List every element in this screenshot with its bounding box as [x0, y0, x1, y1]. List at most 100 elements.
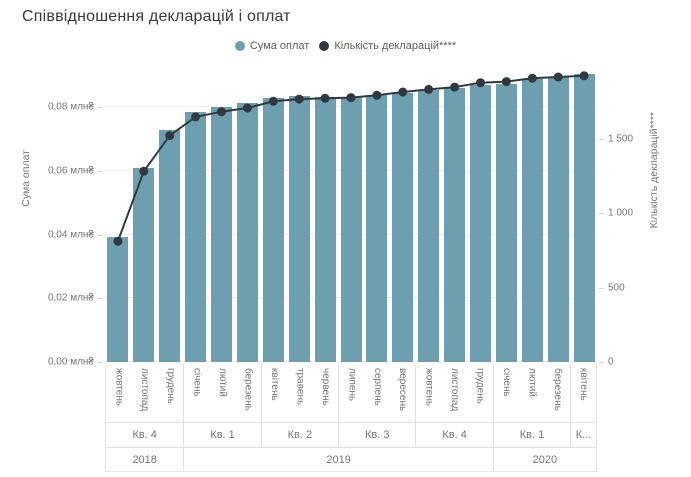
legend: Сума оплат Кількість декларацій**** [0, 40, 691, 52]
year-axis: 2018 2019 2020 [105, 447, 597, 472]
line-point-вересень[interactable] [398, 87, 408, 97]
month-label: листопад [449, 368, 461, 412]
bar-листопад[interactable] [133, 168, 155, 362]
right-axis-tick [599, 362, 604, 363]
legend-item-declarations[interactable]: Кількість декларацій**** [319, 40, 456, 52]
quarter-label: Кв. 1 [519, 429, 545, 441]
legend-item-payments[interactable]: Сума оплат [234, 40, 309, 52]
month-label: листопад [139, 368, 151, 412]
month-axis: жовтень листопад грудень січень лютий березен… [105, 364, 597, 422]
line-series [113, 71, 589, 246]
bar-грудень[interactable] [159, 129, 181, 362]
bar-грудень[interactable] [469, 84, 491, 362]
left-axis-title: Сума оплат [20, 150, 32, 207]
line-point-грудень[interactable] [476, 78, 485, 88]
line-point-серпень[interactable] [372, 90, 382, 100]
month-label: грудень [474, 368, 486, 404]
year-label: 2018 [132, 453, 157, 466]
quarter-group: Кв. 4 [415, 423, 492, 447]
month-slot: грудень [158, 364, 184, 404]
left-axis-tick-label: 0,06 млн₴ [47, 165, 94, 177]
bar-квітень[interactable] [262, 98, 284, 362]
left-axis-tick-label: 0,02 млн₴ [47, 292, 94, 304]
month-slot: липень [339, 364, 364, 401]
line-point-березень[interactable] [242, 103, 252, 113]
right-axis-tick-label: 500 [608, 282, 625, 293]
month-group: квітень [570, 364, 596, 422]
month-label: жовтень [113, 368, 125, 407]
bar-червень[interactable] [314, 97, 336, 362]
line-point-липень[interactable] [346, 93, 356, 103]
bar-листопад[interactable] [444, 88, 466, 362]
month-label: січень [501, 368, 513, 397]
month-label: січень [191, 368, 203, 397]
bar-лютий[interactable] [521, 79, 543, 362]
month-label: червень [319, 368, 331, 406]
line-point-січень[interactable] [191, 112, 201, 122]
bar-лютий[interactable] [211, 106, 233, 362]
bar-березень[interactable] [236, 103, 258, 362]
line-point-березень[interactable] [553, 72, 563, 82]
month-group: липень серпень вересень [338, 364, 415, 422]
month-label: квітень [578, 368, 590, 401]
year-label: 2019 [326, 453, 351, 466]
month-group: жовтень листопад грудень [415, 364, 492, 422]
quarter-group: К... [570, 423, 596, 447]
month-slot: листопад [132, 364, 158, 411]
month-slot: січень [494, 364, 519, 397]
line-point-жовтень[interactable] [113, 236, 123, 246]
line-point-грудень[interactable] [165, 131, 175, 141]
quarter-label: К... [575, 429, 592, 441]
line-point-листопад[interactable] [450, 82, 460, 92]
line-point-лютий[interactable] [527, 73, 537, 83]
month-slot: березень [235, 364, 260, 411]
line-point-листопад[interactable] [139, 166, 149, 176]
legend-marker-payments-icon [234, 41, 245, 51]
bar-вересень[interactable] [392, 92, 414, 362]
line-point-червень[interactable] [320, 93, 330, 103]
year-group: 2018 [106, 448, 183, 471]
bar-квітень[interactable] [573, 73, 595, 362]
bar-серпень[interactable] [366, 95, 388, 362]
month-label: жовтень [423, 368, 435, 407]
year-group: 2020 [492, 448, 596, 471]
quarter-group: Кв. 3 [338, 423, 415, 447]
bar-січень[interactable] [185, 111, 207, 362]
line-point-жовтень[interactable] [424, 84, 434, 94]
month-label: березень [242, 368, 254, 411]
month-label: липень [346, 368, 358, 402]
bar-березень[interactable] [547, 76, 569, 362]
quarter-group: Кв. 1 [183, 423, 260, 447]
month-label: вересень [397, 368, 409, 412]
bar-травень[interactable] [288, 96, 310, 362]
plot-area [105, 70, 597, 362]
month-slot: січень [184, 364, 209, 397]
line-point-травень[interactable] [294, 94, 304, 104]
left-axis-tick [97, 170, 102, 172]
left-axis-tick-label: 0,00 млн₴ [47, 356, 94, 368]
month-slot: квітень [571, 364, 596, 401]
left-axis-tick-label: 0,04 млн₴ [47, 229, 94, 241]
bar-жовтень[interactable] [107, 236, 129, 362]
bar-липень[interactable] [340, 98, 362, 362]
line-point-січень[interactable] [501, 77, 511, 87]
month-label: грудень [164, 368, 176, 404]
right-axis-tick [599, 287, 604, 289]
left-axis-tick [97, 362, 102, 363]
legend-marker-declarations-icon [319, 41, 330, 51]
month-label: лютий [217, 368, 229, 397]
right-axis-tick-label: 1 500 [608, 133, 634, 145]
right-axis-tick-label: 0 [608, 356, 614, 368]
bar-січень[interactable] [495, 84, 517, 362]
month-label: лютий [526, 368, 538, 397]
bar-жовтень[interactable] [418, 90, 440, 362]
month-slot: лютий [519, 364, 544, 397]
line-point-лютий[interactable] [217, 107, 226, 117]
line-point-квітень[interactable] [268, 96, 278, 106]
quarter-axis: Кв. 4 Кв. 1 Кв. 2 Кв. 3 Кв. 4 Кв. 1 К... [105, 422, 597, 447]
month-slot: серпень [365, 364, 390, 406]
month-label: березень [551, 368, 563, 411]
month-slot: березень [545, 364, 570, 411]
month-label: серпень [371, 368, 383, 406]
line-point-квітень[interactable] [579, 71, 589, 81]
